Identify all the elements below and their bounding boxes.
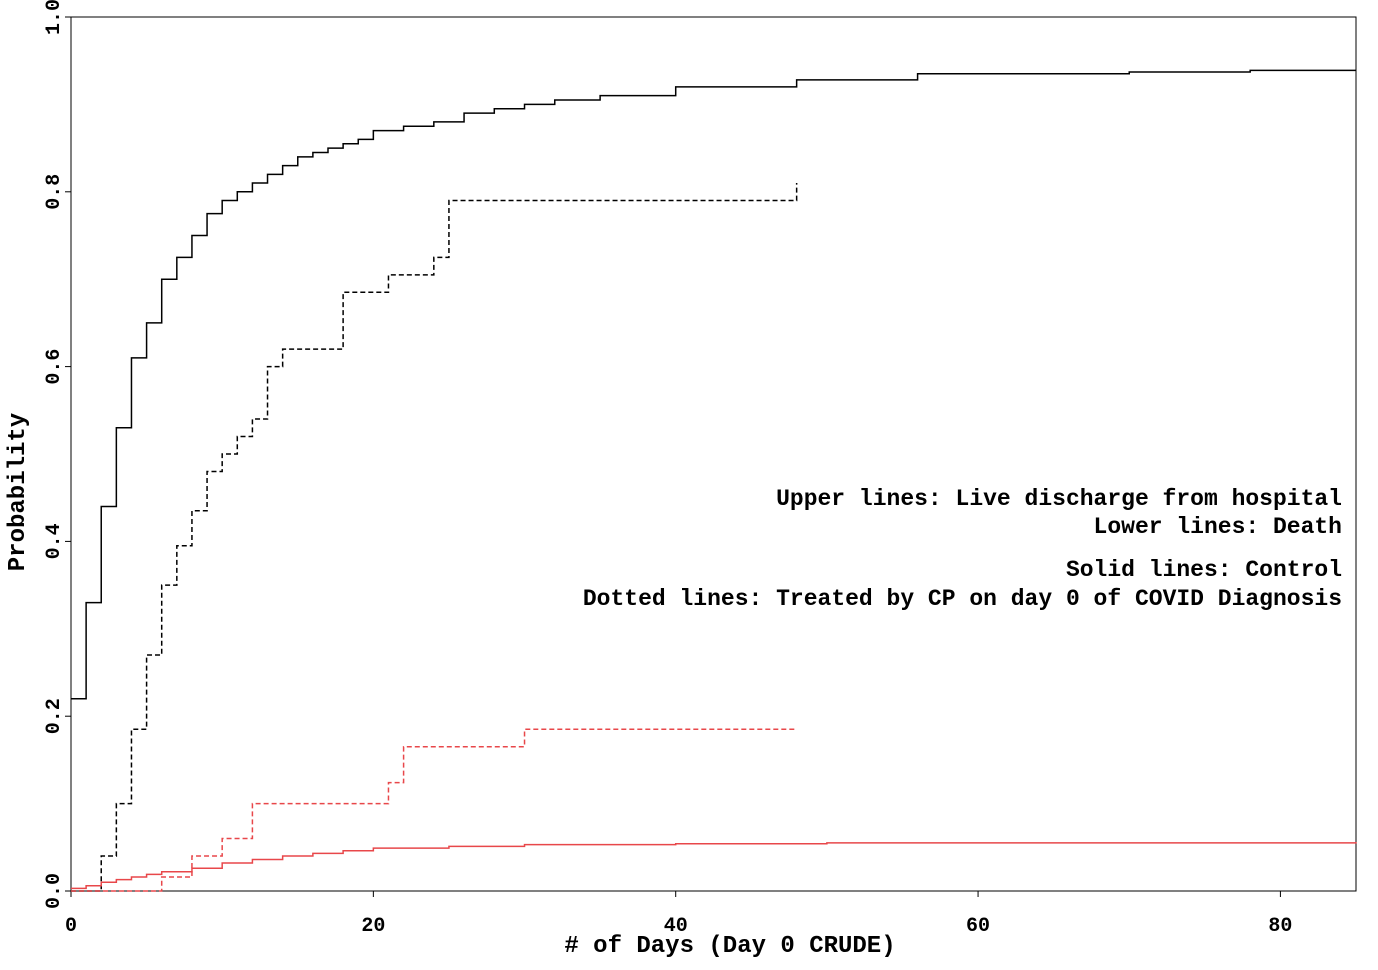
x-axis-label: # of Days (Day 0 CRUDE) (564, 933, 895, 960)
annotation: Dotted lines: Treated by CP on day 0 of … (583, 586, 1342, 612)
plot-frame (70, 16, 1357, 892)
y-tick-label: 0.8 (43, 174, 66, 210)
annotation: Upper lines: Live discharge from hospita… (776, 486, 1342, 512)
y-tick-label: 1.0 (43, 0, 66, 35)
step-line (71, 183, 798, 892)
x-tick-label: 0 (65, 915, 77, 938)
annotation: Solid lines: Control (1066, 557, 1342, 583)
x-tick-label: 80 (1268, 915, 1292, 938)
x-tick-label: 40 (664, 915, 688, 938)
y-tick-label: 0.4 (43, 523, 66, 559)
y-tick-label: 0.6 (43, 349, 66, 385)
y-axis-label: Probability (5, 413, 32, 571)
step-line (71, 69, 1356, 700)
annotation: Lower lines: Death (1094, 514, 1342, 540)
step-line (71, 728, 797, 892)
y-tick-label: 0.0 (43, 873, 66, 909)
step-line (71, 842, 1357, 890)
x-tick-label: 60 (966, 915, 990, 938)
y-tick-label: 0.2 (43, 698, 66, 734)
x-tick-label: 20 (361, 915, 385, 938)
